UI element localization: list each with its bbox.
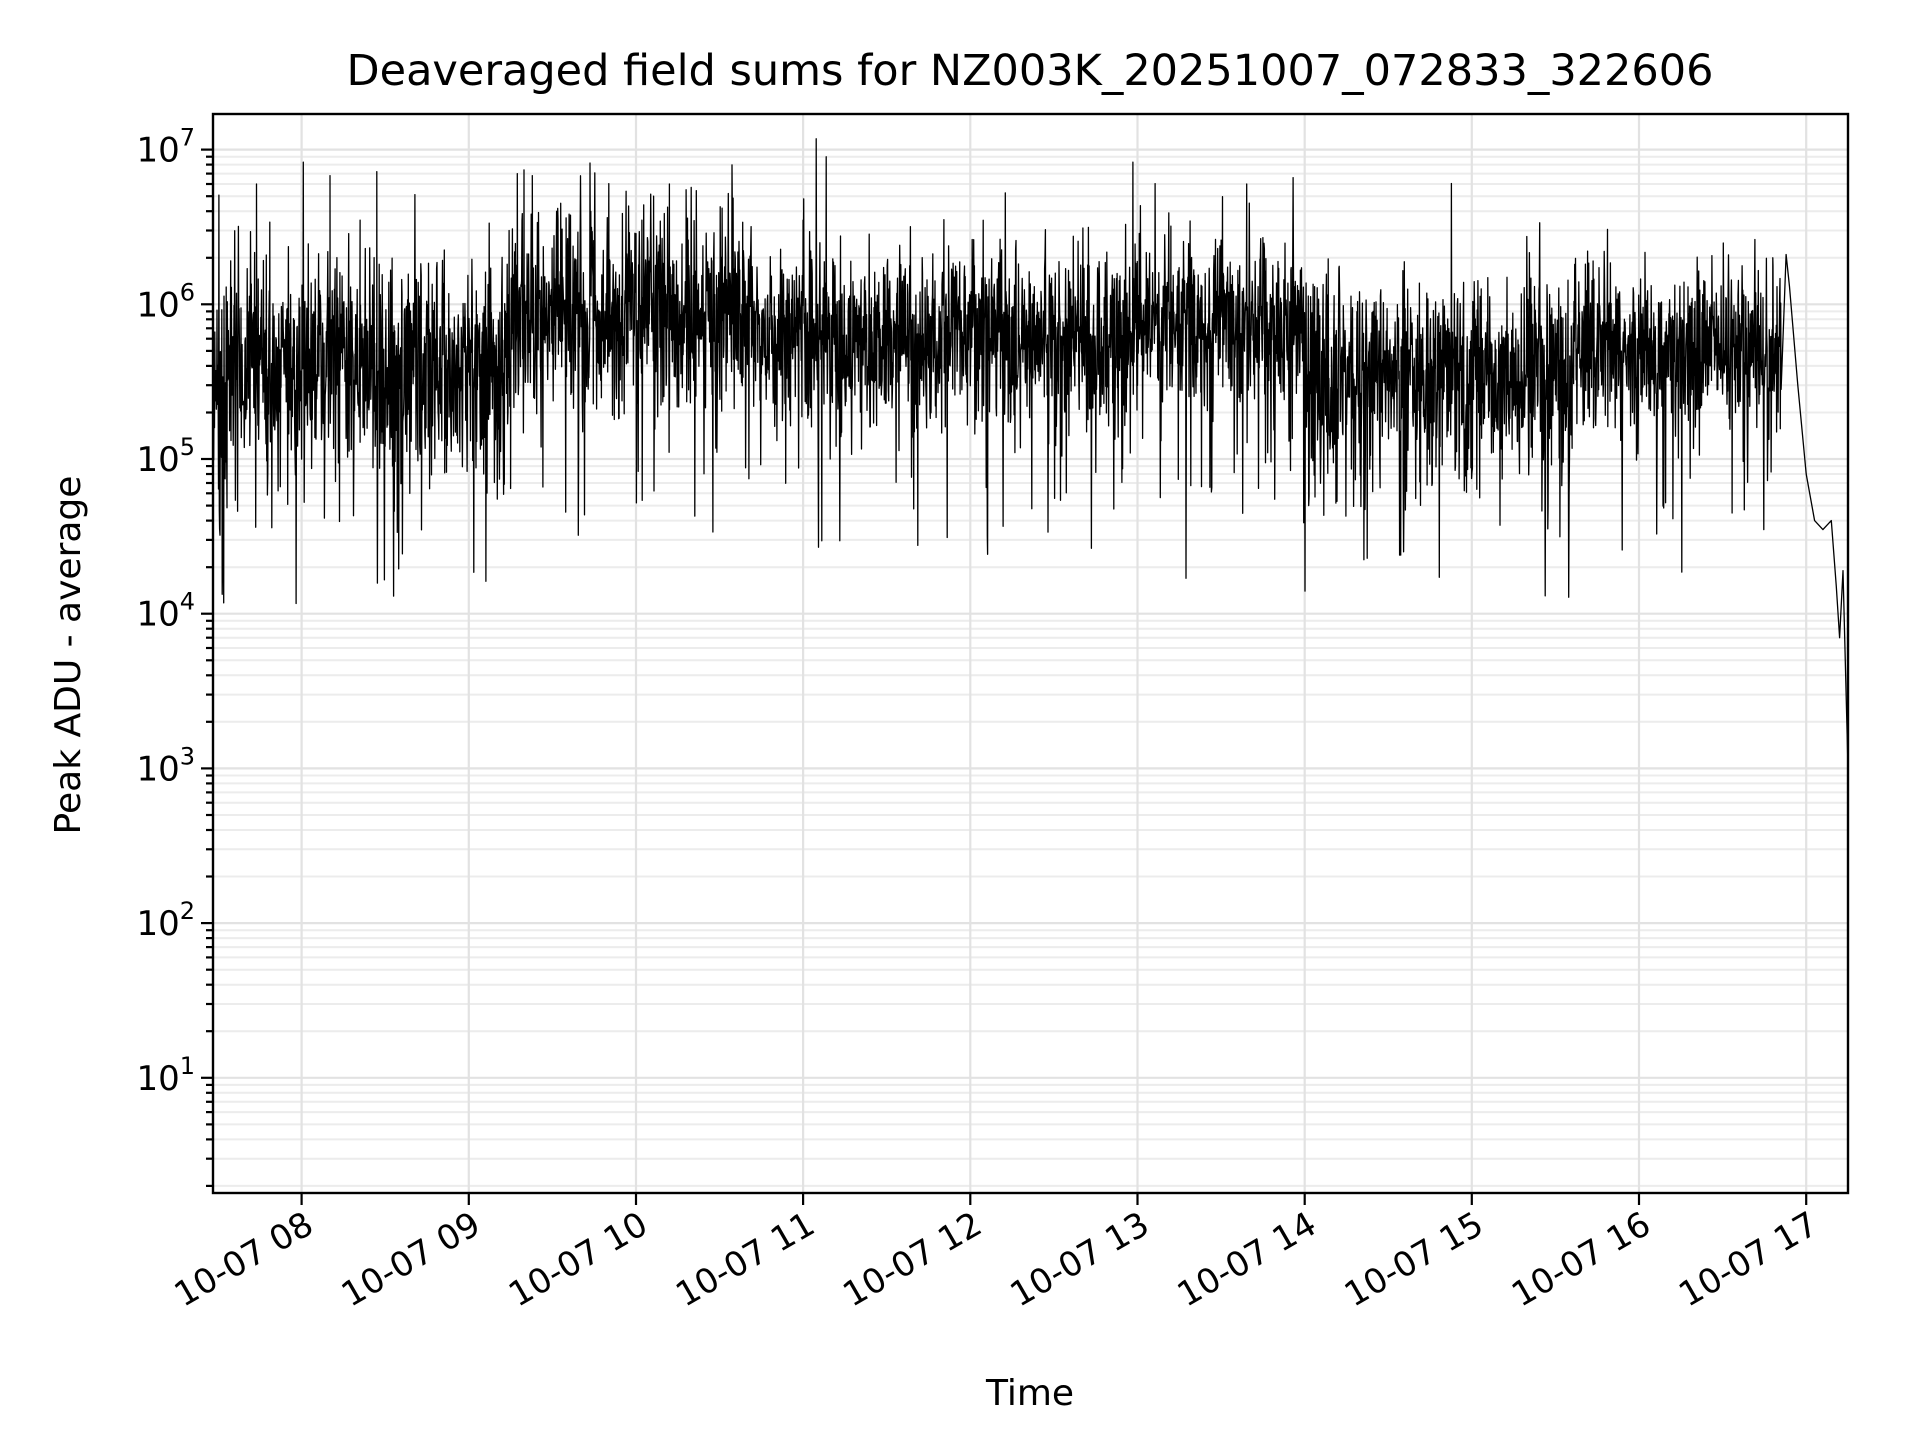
plot-frame [211, 112, 1850, 1195]
chart-title: Deaveraged field sums for NZ003K_2025100… [347, 46, 1714, 96]
y-tick-exponent: 5 [180, 433, 195, 461]
y-tick-exponent: 1 [180, 1052, 195, 1080]
y-tick-exponent: 7 [180, 124, 195, 152]
y-tick-exponent: 2 [180, 897, 195, 925]
y-tick-label: 101 [136, 1052, 195, 1099]
y-tick-exponent: 6 [180, 278, 195, 306]
y-tick-exponent: 3 [180, 742, 195, 770]
y-tick-exponent: 4 [180, 588, 195, 616]
grid [213, 114, 1848, 1193]
series-line-peak-adu [212, 138, 1849, 1143]
series-layer [212, 138, 1849, 1143]
y-axis-label: Peak ADU - average [48, 476, 89, 835]
x-axis-label: Time [985, 1373, 1074, 1414]
